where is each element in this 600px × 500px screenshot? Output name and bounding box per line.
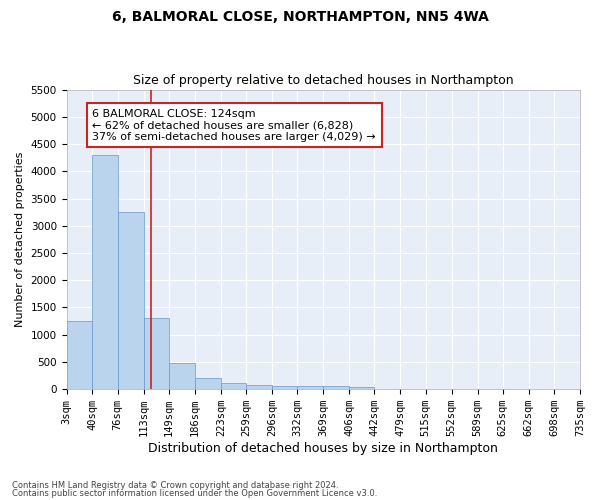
Bar [246,385,272,389]
Bar [143,318,169,389]
Bar [298,386,323,389]
Bar [92,155,118,389]
Text: Contains HM Land Registry data © Crown copyright and database right 2024.: Contains HM Land Registry data © Crown c… [12,481,338,490]
Text: Contains public sector information licensed under the Open Government Licence v3: Contains public sector information licen… [12,488,377,498]
Bar [195,378,221,389]
Bar [272,386,298,389]
Bar [221,383,246,389]
Text: 6, BALMORAL CLOSE, NORTHAMPTON, NN5 4WA: 6, BALMORAL CLOSE, NORTHAMPTON, NN5 4WA [112,10,488,24]
Bar [169,363,195,389]
Text: 6 BALMORAL CLOSE: 124sqm
← 62% of detached houses are smaller (6,828)
37% of sem: 6 BALMORAL CLOSE: 124sqm ← 62% of detach… [92,108,376,142]
Bar [323,386,349,389]
Bar [349,387,374,389]
Y-axis label: Number of detached properties: Number of detached properties [15,152,25,327]
Title: Size of property relative to detached houses in Northampton: Size of property relative to detached ho… [133,74,514,87]
Bar [118,212,143,389]
Bar [67,321,92,389]
X-axis label: Distribution of detached houses by size in Northampton: Distribution of detached houses by size … [148,442,498,455]
